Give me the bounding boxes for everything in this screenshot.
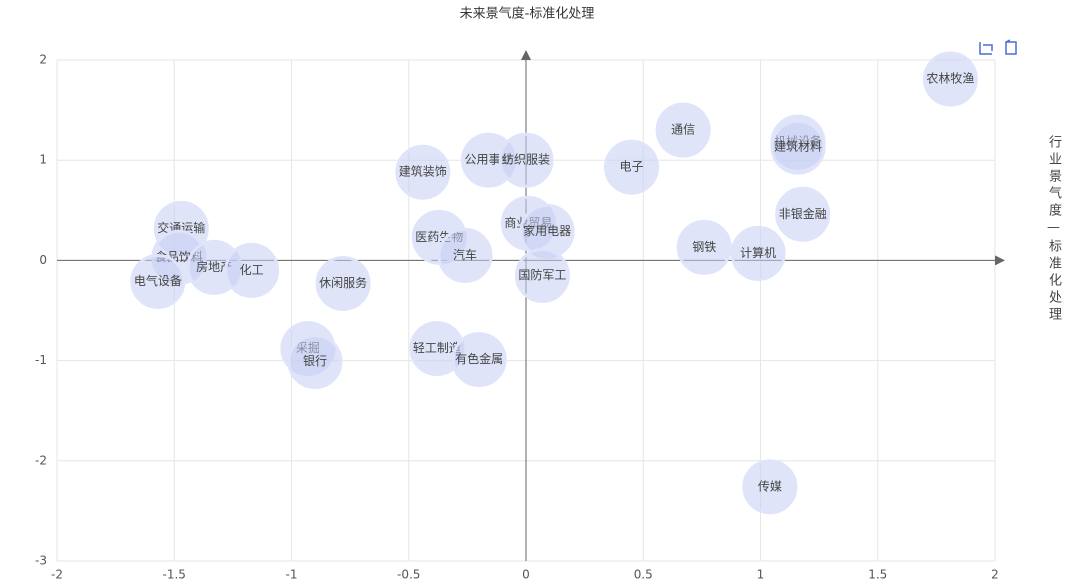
x-tick-label: 0.5 [634, 568, 653, 582]
bubble-label: 国防军工 [518, 267, 566, 282]
bubble [730, 225, 786, 281]
bubble-label: 传媒 [758, 478, 782, 493]
bubble-label: 休闲服务 [319, 275, 367, 290]
bubble-label: 非银金融 [779, 206, 827, 221]
bubble [775, 186, 831, 242]
bubble [655, 102, 711, 158]
x-tick-label: -0.5 [397, 568, 420, 582]
bubble [315, 255, 371, 311]
bubble [437, 227, 493, 283]
bubble-label: 有色金属 [455, 351, 503, 366]
bubble-label: 建筑装饰 [399, 164, 447, 179]
bubble-label: 化工 [240, 263, 264, 277]
y-tick-label: 2 [39, 53, 47, 67]
bubble [604, 139, 660, 195]
x-tick-label: 1.5 [868, 568, 887, 582]
x-tick-label: -1.5 [163, 568, 186, 582]
bubble-label: 银行 [303, 354, 327, 368]
toolbox-icon[interactable] [979, 42, 993, 55]
bubble [130, 253, 186, 309]
x-tick-label: -2 [51, 568, 63, 582]
y-tick-label: 1 [39, 153, 47, 167]
bubble [498, 132, 554, 188]
bubble-label: 钢铁 [692, 240, 716, 254]
bubble-label: 家用电器 [523, 223, 571, 238]
bubble-label: 房地产 [196, 259, 232, 274]
y-tick-label: 0 [39, 253, 47, 267]
bubble [922, 51, 978, 107]
toolbox-icon[interactable] [1005, 39, 1017, 55]
bubble [287, 334, 343, 390]
y-tick-label: -2 [35, 453, 47, 467]
bubble [770, 119, 826, 175]
bubble-label: 汽车 [453, 247, 477, 262]
toolbox[interactable] [979, 39, 1017, 55]
bubble [395, 144, 451, 200]
chart-title: 未来景气度-标准化处理 [460, 6, 595, 22]
x-tick-label: -1 [286, 568, 298, 582]
x-axis-arrow [995, 255, 1005, 266]
bubble [742, 459, 798, 515]
bubble-label: 轻工制造 [413, 341, 461, 355]
bubble [676, 219, 732, 275]
y-axis-label: 行业景气度—标准化处理 [1046, 135, 1061, 324]
bubble [451, 332, 507, 388]
bubble-label: 通信 [671, 123, 695, 137]
x-tick-label: 2 [991, 568, 999, 582]
y-axis-arrow [521, 50, 531, 60]
bubble-label: 电子 [620, 160, 644, 174]
y-tick-label: -3 [35, 554, 47, 568]
bubble-label: 电气设备 [134, 273, 182, 288]
x-tick-label: 0 [522, 568, 530, 582]
y-tick-label: -1 [35, 353, 47, 367]
bubble-label: 农林牧渔 [926, 72, 974, 86]
bubble [514, 247, 570, 303]
x-tick-label: 1 [757, 568, 765, 582]
bubble-label: 建筑材料 [774, 139, 822, 154]
bubble-label: 交通运输 [157, 220, 205, 235]
bubble [224, 242, 280, 298]
bubble-label: 纺织服装 [502, 153, 550, 167]
bubble-label: 计算机 [740, 245, 776, 260]
